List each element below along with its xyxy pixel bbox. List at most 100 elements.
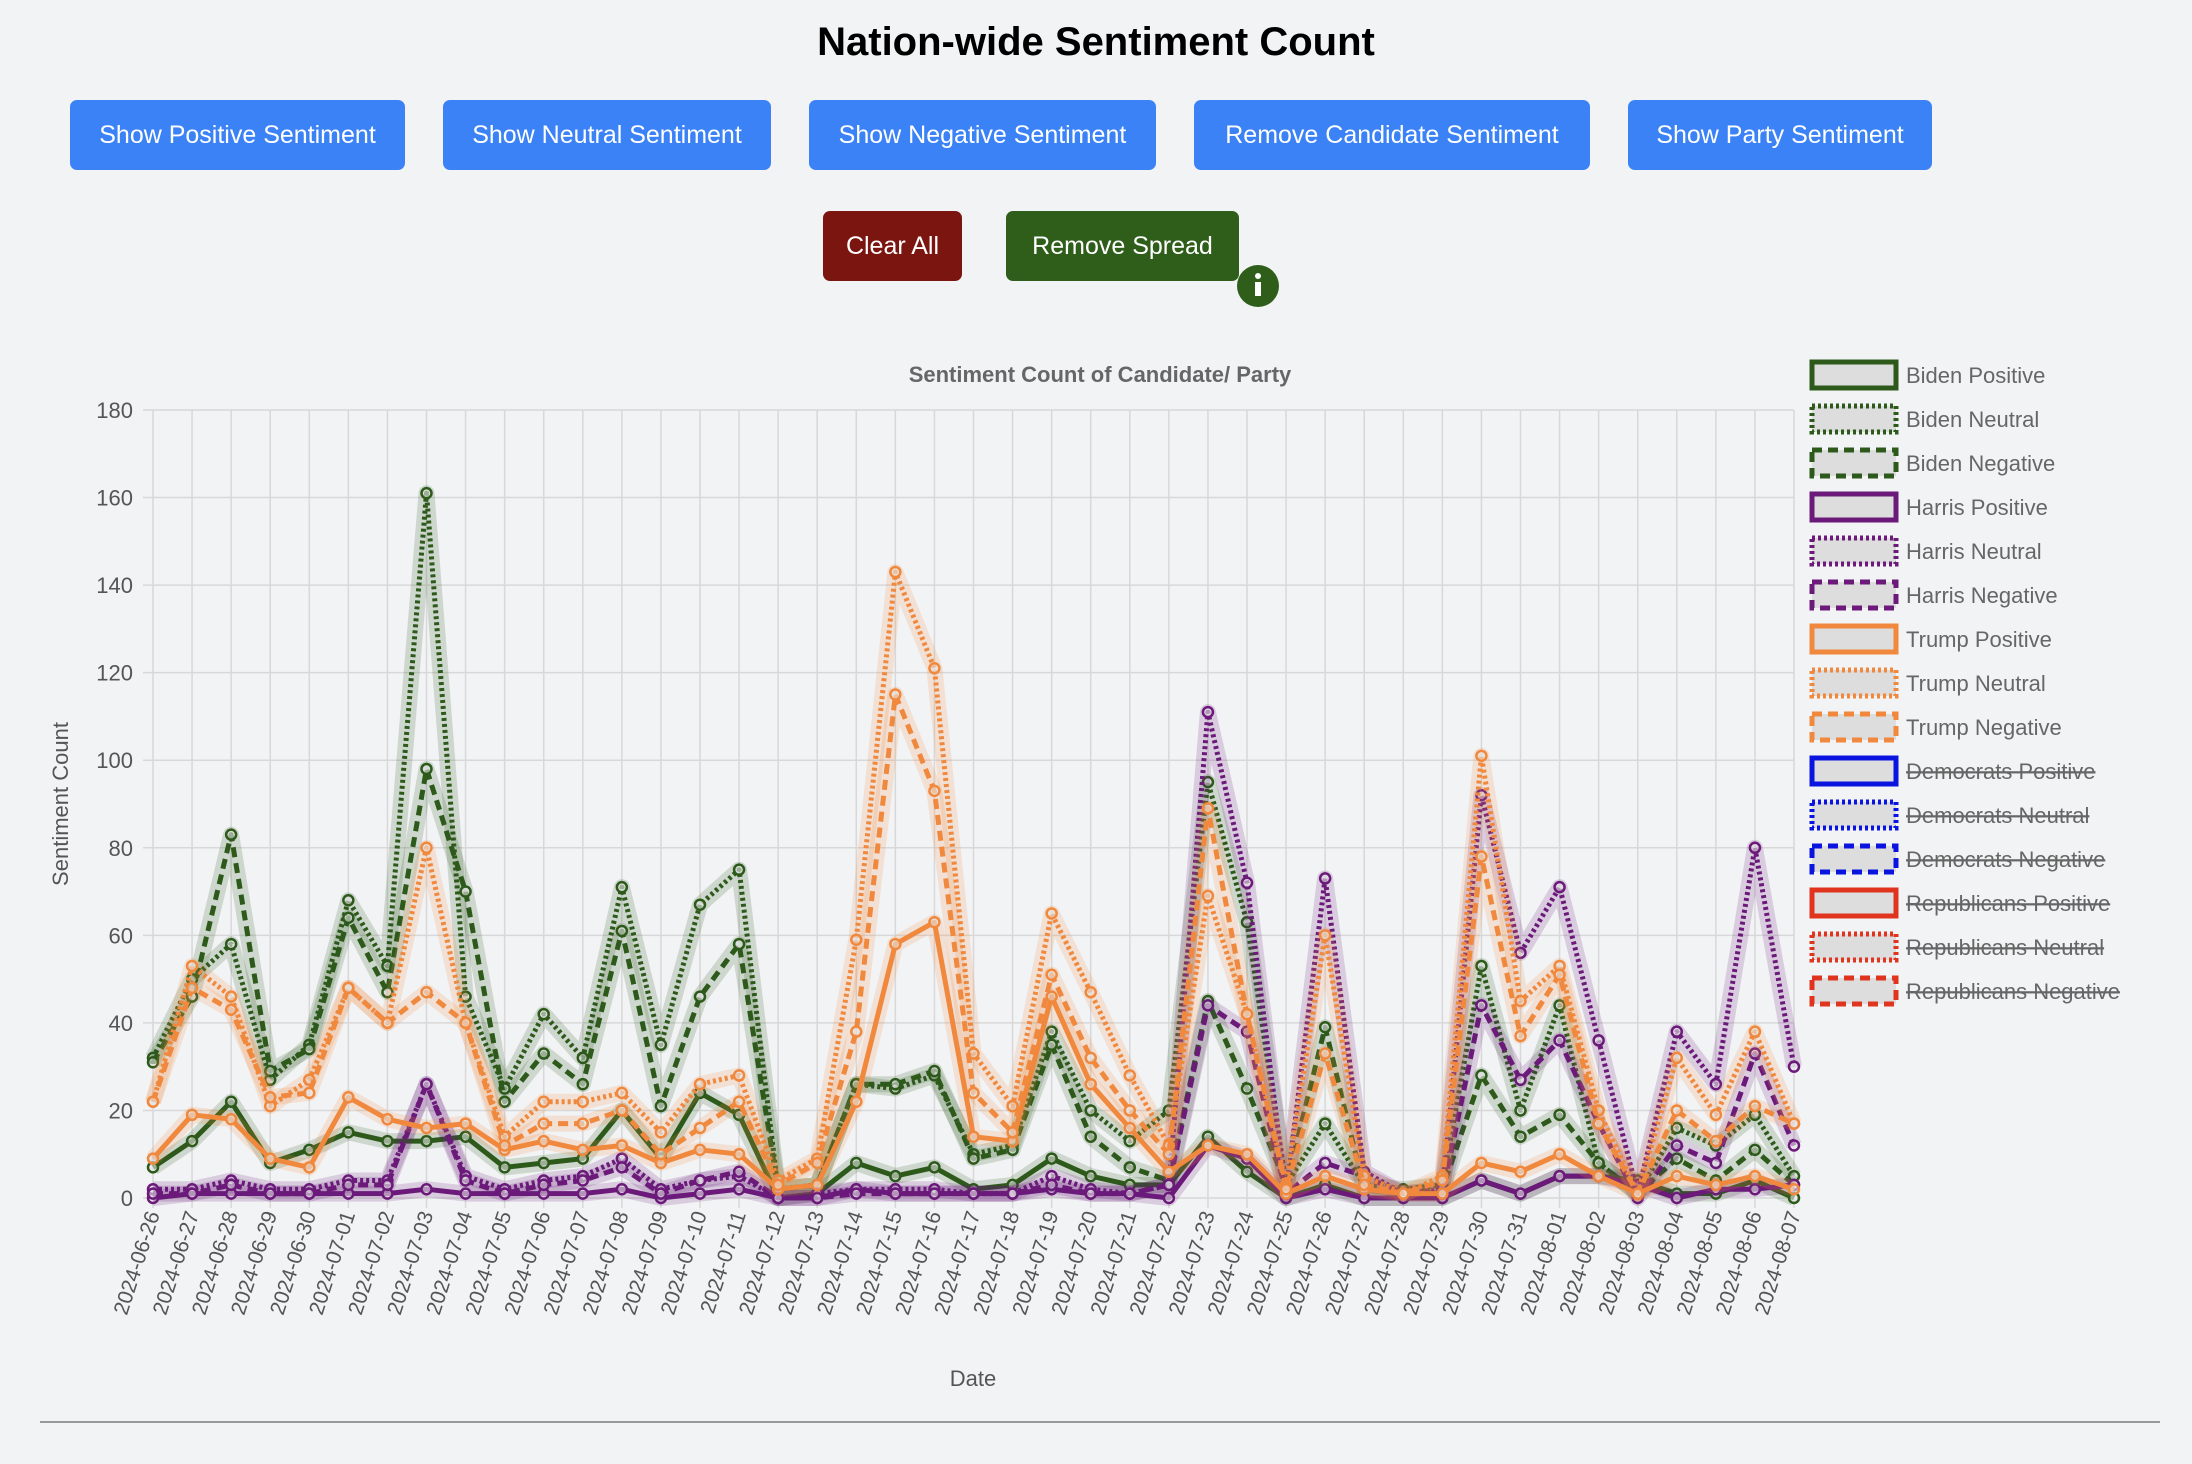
y-tick-label: 160 [96,486,133,511]
point [263,1152,277,1165]
point [1084,1104,1097,1117]
point [615,1161,629,1174]
point [1514,994,1527,1008]
point [1045,1178,1058,1192]
point [459,1130,472,1143]
point [1592,1034,1605,1047]
point [1670,1152,1684,1165]
button[interactable]: Show Neutral Sentiment [443,100,771,170]
point [224,1178,238,1192]
legend-label: Biden Neutral [1906,407,2039,432]
point [537,1156,550,1170]
button[interactable]: Show Party Sentiment [1628,100,1932,170]
legend-label: Harris Positive [1906,495,2048,520]
point [967,1152,980,1165]
point [1045,1152,1058,1165]
point [850,1095,863,1108]
point [1123,1069,1137,1082]
point [342,894,355,907]
spread-button[interactable]: Remove Spread [1006,211,1239,281]
point [303,1143,316,1157]
y-tick-label: 60 [109,923,133,948]
point [459,990,472,1003]
point [1670,1051,1684,1065]
y-tick-label: 180 [96,398,133,423]
button[interactable]: Remove Candidate Sentiment [1194,100,1590,170]
point [576,1117,590,1130]
info-icon[interactable] [1237,265,1279,307]
point [1592,1117,1605,1130]
legend-swatch [1809,975,1899,1007]
legend-label: Democrats Neutral [1906,803,2089,828]
point [1201,802,1215,815]
point [1318,1156,1332,1170]
point [1553,880,1566,894]
point [654,1187,668,1200]
point [928,662,941,675]
legend-label: Republicans Neutral [1906,935,2104,960]
point [810,1191,824,1205]
point [537,1095,550,1108]
chart-title: Sentiment Count of Candidate/ Party [909,362,1292,387]
point [615,1182,629,1196]
point [1006,1187,1019,1200]
point [342,1126,355,1139]
button[interactable]: Show Negative Sentiment [809,100,1156,170]
point [1045,990,1058,1003]
point [537,1007,550,1021]
point [889,1187,902,1200]
point [420,985,433,999]
point [420,1182,433,1196]
point [928,915,941,929]
point [224,990,238,1003]
legend-label: Trump Neutral [1906,671,2046,696]
legend-label: Harris Negative [1906,583,2058,608]
point [342,981,355,995]
point [1748,841,1762,855]
point [1787,1139,1801,1152]
point [1436,1174,1449,1187]
legend-label: Democrats Negative [1906,847,2105,872]
point [1514,1104,1527,1117]
point [654,1147,668,1161]
point [850,1187,863,1200]
point [459,1117,472,1130]
point [732,863,746,876]
legend-swatch [1809,667,1899,699]
button[interactable]: Show Positive Sentiment [70,100,405,170]
point [1201,889,1215,903]
point [1123,1161,1137,1174]
point [1514,1029,1527,1043]
point [1670,1169,1684,1183]
point [1748,1182,1762,1196]
point [615,1139,629,1152]
legend-label: Harris Neutral [1906,539,2042,564]
point [1318,929,1332,942]
point [420,762,433,776]
point [1787,1117,1801,1130]
point [1318,1021,1332,1034]
clear-button[interactable]: Clear All [823,211,962,281]
point [1514,1165,1527,1178]
point [381,1112,394,1126]
page-title: Nation-wide Sentiment Count [817,20,1375,64]
point [1475,850,1488,863]
point [1514,946,1527,960]
point [654,1126,668,1139]
point [1748,1169,1762,1183]
point [303,1042,316,1056]
point [185,981,199,995]
y-tick-label: 80 [109,836,133,861]
legend-label: Trump Negative [1906,715,2062,740]
point [342,1178,355,1192]
point [1240,1147,1254,1161]
point [498,1139,511,1152]
point [224,1095,238,1108]
point [1475,999,1488,1012]
point [1631,1187,1644,1200]
point [263,1064,277,1078]
legend-label: Biden Positive [1906,363,2045,388]
point [420,1121,433,1135]
